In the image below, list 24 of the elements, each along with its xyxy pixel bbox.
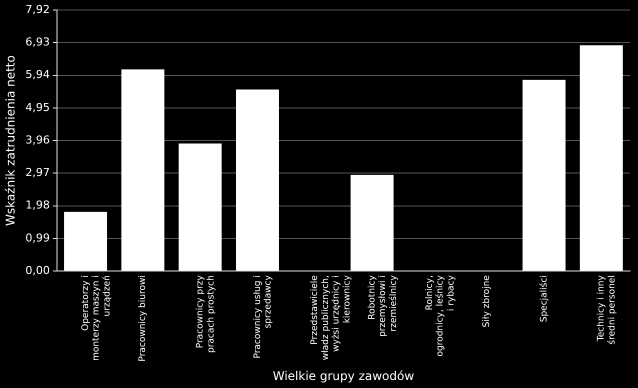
y-axis-title: Wskaźnik zatrudnienia netto	[3, 55, 18, 226]
y-tick-label: 2,97	[25, 166, 50, 180]
x-tick-label: Pracownicy biurowi	[138, 275, 148, 362]
bar	[178, 144, 222, 271]
x-tick-label: Siły zbrojne	[482, 274, 492, 328]
bar	[350, 174, 394, 271]
x-axis-title: Wielkie grupy zawodów	[272, 368, 414, 383]
y-tick-label: 1,98	[25, 198, 50, 212]
y-tick-label: 4,95	[25, 100, 50, 114]
bar	[580, 45, 623, 271]
y-tick-label: 0,99	[25, 231, 50, 244]
y-tick-label: 5,94	[25, 68, 50, 82]
bar	[64, 212, 108, 271]
bar	[236, 89, 279, 271]
x-tick-label: Specjaliści	[538, 275, 550, 322]
bar	[121, 69, 164, 271]
y-tick-label: 6,93	[25, 36, 50, 49]
y-tick-label: 7,92	[25, 2, 50, 16]
y-tick-label: 0,00	[25, 264, 50, 278]
x-tick-label: Technicy i inny średni personel	[596, 274, 618, 345]
x-tick-label: Pracownicy przy pracach prostych	[196, 274, 216, 353]
x-tick-label: Operatorzy i monterzy maszyn i urządzeń	[80, 275, 112, 361]
bar	[522, 80, 566, 271]
y-tick-label: 3,96	[25, 133, 50, 146]
